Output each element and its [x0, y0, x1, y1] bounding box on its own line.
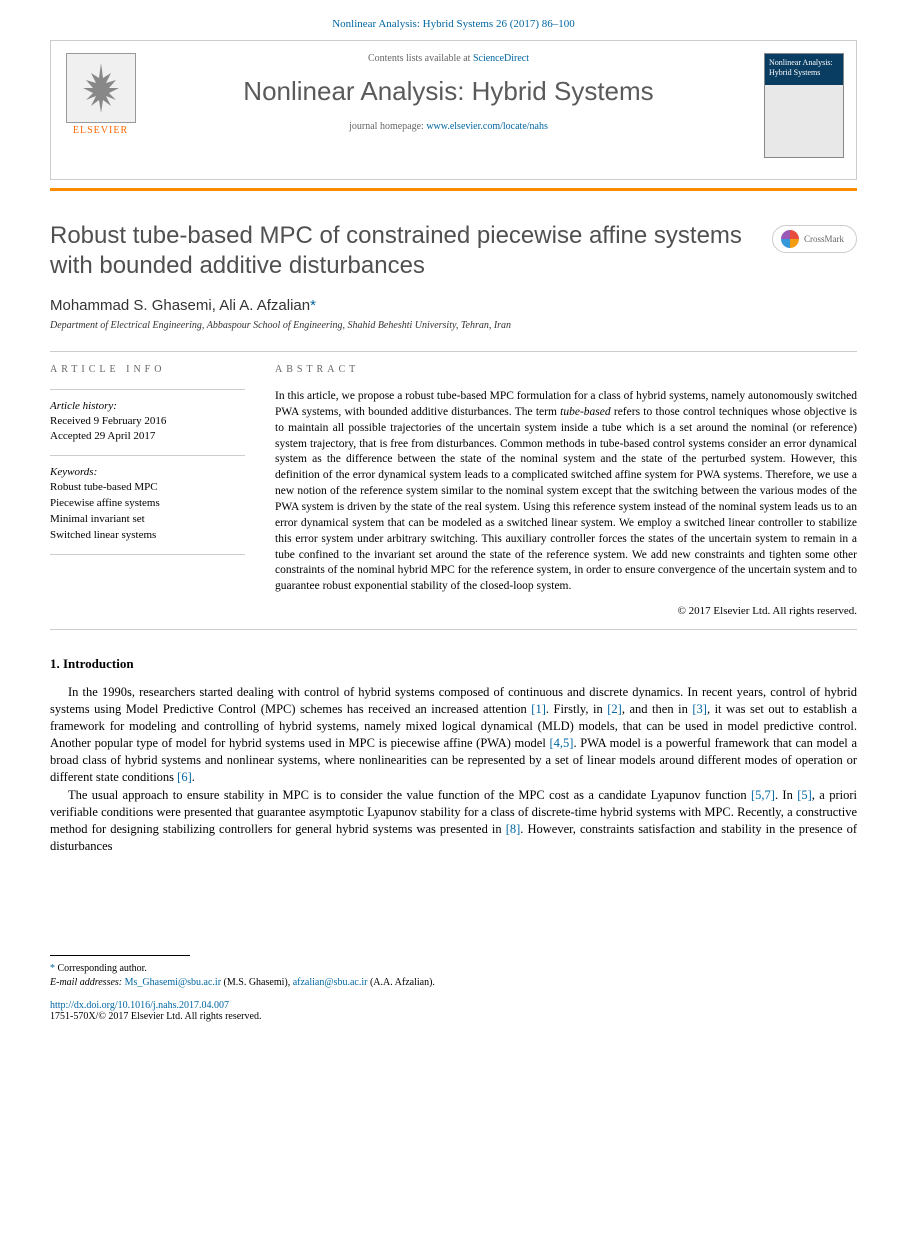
info-divider [50, 389, 245, 390]
corresponding-author-mark: * [310, 297, 316, 314]
journal-name: Nonlinear Analysis: Hybrid Systems [151, 76, 746, 107]
journal-reference: Nonlinear Analysis: Hybrid Systems 26 (2… [0, 0, 907, 40]
introduction-heading: 1. Introduction [50, 656, 857, 672]
article-info-heading: ARTICLE INFO [50, 364, 245, 375]
crossmark-badge[interactable]: CrossMark [772, 225, 857, 253]
crossmark-label: CrossMark [804, 234, 844, 244]
email-addresses-line: E-mail addresses: Ms_Ghasemi@sbu.ac.ir (… [50, 976, 857, 990]
footnote-asterisk: * [50, 963, 55, 974]
sciencedirect-link[interactable]: ScienceDirect [473, 53, 529, 64]
journal-cover-thumbnail: Nonlinear Analysis: Hybrid Systems [764, 53, 844, 158]
abstract-heading: ABSTRACT [275, 364, 857, 375]
info-abstract-row: ARTICLE INFO Article history: Received 9… [50, 364, 857, 617]
email-who-2: (A.A. Afzalian). [367, 977, 434, 988]
keywords-label: Keywords: [50, 466, 245, 478]
received-date: Received 9 February 2016 [50, 414, 245, 429]
cover-title: Nonlinear Analysis: Hybrid Systems [769, 58, 839, 77]
email-who-1: (M.S. Ghasemi), [221, 977, 293, 988]
abstract-part-b: refers to those control techniques whose… [275, 406, 857, 592]
abstract-italic-term: tube-based [560, 406, 610, 418]
corresponding-label: Corresponding author. [58, 963, 147, 974]
email-link-2[interactable]: afzalian@sbu.ac.ir [293, 977, 368, 988]
elsevier-tree-icon [66, 53, 136, 123]
author-names: Mohammad S. Ghasemi, Ali A. Afzalian [50, 297, 310, 314]
history-label: Article history: [50, 400, 245, 412]
orange-divider-bar [50, 188, 857, 191]
journal-homepage-link[interactable]: www.elsevier.com/locate/nahs [426, 121, 548, 132]
keyword: Switched linear systems [50, 528, 245, 544]
footnote-rule [50, 955, 190, 956]
article-info-column: ARTICLE INFO Article history: Received 9… [50, 364, 245, 617]
author-list: Mohammad S. Ghasemi, Ali A. Afzalian* [50, 297, 857, 314]
affiliation: Department of Electrical Engineering, Ab… [50, 320, 857, 331]
journal-header-box: ELSEVIER Nonlinear Analysis: Hybrid Syst… [50, 40, 857, 180]
doi-link[interactable]: http://dx.doi.org/10.1016/j.nahs.2017.04… [50, 1000, 229, 1011]
keyword: Robust tube-based MPC [50, 480, 245, 496]
divider-line [50, 351, 857, 352]
elsevier-logo: ELSEVIER [63, 53, 138, 148]
info-divider [50, 455, 245, 456]
keyword: Piecewise affine systems [50, 496, 245, 512]
introduction-section: 1. Introduction In the 1990s, researcher… [50, 656, 857, 855]
contents-prefix: Contents lists available at [368, 53, 473, 64]
divider-line [50, 629, 857, 630]
intro-paragraph-2: The usual approach to ensure stability i… [50, 787, 857, 855]
journal-homepage-line: journal homepage: www.elsevier.com/locat… [151, 121, 746, 132]
abstract-text: In this article, we propose a robust tub… [275, 389, 857, 595]
intro-paragraph-1: In the 1990s, researchers started dealin… [50, 684, 857, 785]
elsevier-text: ELSEVIER [63, 125, 138, 136]
article-title: Robust tube-based MPC of constrained pie… [50, 221, 857, 281]
email-label: E-mail addresses: [50, 977, 122, 988]
abstract-copyright: © 2017 Elsevier Ltd. All rights reserved… [275, 605, 857, 617]
article-header: CrossMark Robust tube-based MPC of const… [50, 221, 857, 331]
email-link-1[interactable]: Ms_Ghasemi@sbu.ac.ir [125, 977, 221, 988]
info-divider [50, 554, 245, 555]
issn-copyright-line: 1751-570X/© 2017 Elsevier Ltd. All right… [50, 1011, 857, 1022]
corresponding-author-footnote: * Corresponding author. [50, 962, 857, 976]
footer-block: * Corresponding author. E-mail addresses… [50, 955, 857, 1022]
abstract-column: ABSTRACT In this article, we propose a r… [275, 364, 857, 617]
contents-available-line: Contents lists available at ScienceDirec… [151, 53, 746, 64]
crossmark-icon [781, 230, 799, 248]
accepted-date: Accepted 29 April 2017 [50, 429, 245, 444]
homepage-prefix: journal homepage: [349, 121, 426, 132]
doi-line: http://dx.doi.org/10.1016/j.nahs.2017.04… [50, 1000, 857, 1011]
keyword: Minimal invariant set [50, 512, 245, 528]
